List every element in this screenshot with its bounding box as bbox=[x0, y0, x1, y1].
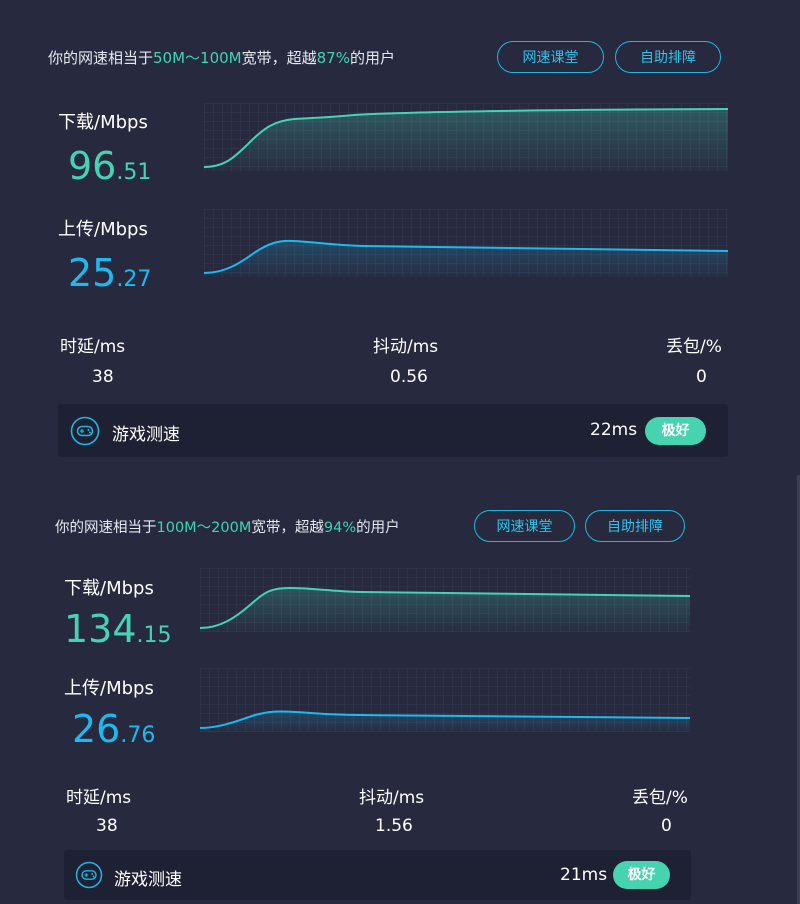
download-label: 下载/Mbps bbox=[64, 578, 154, 599]
speed-headline: 你的网速相当于50M～100M宽带，超越87%的用户 bbox=[48, 47, 395, 68]
game-speed-title: 游戏测速 bbox=[114, 870, 182, 890]
download-chart-line bbox=[200, 586, 690, 629]
download-speed-dec: .15 bbox=[136, 623, 172, 648]
jitter-value: 0.56 bbox=[390, 367, 428, 387]
scrollbar[interactable] bbox=[797, 475, 800, 904]
jitter-label: 抖动/ms bbox=[373, 337, 439, 357]
download-speed: 96.51 bbox=[68, 147, 151, 185]
speed-headline: 你的网速相当于100M～200M宽带，超越94%的用户 bbox=[55, 516, 400, 537]
percentile: 87% bbox=[316, 49, 350, 67]
game-latency: 21ms bbox=[560, 865, 608, 885]
speed-course-button[interactable]: 网速课堂 bbox=[497, 41, 604, 73]
game-speed-panel[interactable]: 游戏测速 22ms 极好 bbox=[58, 404, 728, 457]
upload-speed-dec: .27 bbox=[116, 267, 152, 292]
upload-label: 上传/Mbps bbox=[64, 678, 154, 699]
speed-course-button[interactable]: 网速课堂 bbox=[474, 510, 575, 542]
upload-label: 上传/Mbps bbox=[58, 219, 148, 240]
packet-loss-label: 丢包/% bbox=[632, 788, 688, 808]
headline-prefix: 你的网速相当于 bbox=[55, 520, 157, 536]
upload-chart-line bbox=[200, 710, 690, 729]
gamepad-icon bbox=[75, 861, 103, 889]
headline-prefix: 你的网速相当于 bbox=[48, 49, 154, 67]
latency-label: 时延/ms bbox=[60, 337, 126, 357]
troubleshoot-button[interactable]: 自助排障 bbox=[585, 510, 685, 542]
download-label: 下载/Mbps bbox=[58, 112, 148, 133]
packet-loss-value: 0 bbox=[661, 816, 672, 836]
jitter-label: 抖动/ms bbox=[359, 788, 425, 808]
download-chart-area bbox=[200, 588, 690, 632]
download-speed-int: 96 bbox=[68, 144, 117, 188]
troubleshoot-button[interactable]: 自助排障 bbox=[615, 41, 721, 73]
packet-loss-value: 0 bbox=[696, 367, 707, 387]
upload-speed: 25.27 bbox=[68, 254, 151, 292]
percentile: 94% bbox=[323, 520, 357, 536]
upload-chart bbox=[200, 668, 690, 732]
game-speed-panel[interactable]: 游戏测速 21ms 极好 bbox=[64, 850, 691, 900]
download-speed: 134.15 bbox=[64, 610, 172, 648]
game-speed-title: 游戏测速 bbox=[112, 425, 180, 445]
headline-mid: 宽带，超越 bbox=[251, 520, 324, 536]
upload-speed: 26.76 bbox=[72, 710, 155, 748]
gamepad-icon bbox=[70, 416, 100, 446]
headline-suffix: 的用户 bbox=[349, 49, 395, 67]
jitter-value: 1.56 bbox=[375, 816, 413, 836]
latency-value: 38 bbox=[96, 816, 118, 836]
game-rating-badge: 极好 bbox=[613, 861, 670, 889]
download-chart bbox=[200, 568, 690, 632]
upload-speed-int: 26 bbox=[72, 707, 121, 751]
latency-label: 时延/ms bbox=[66, 788, 132, 808]
download-chart bbox=[204, 103, 728, 171]
upload-chart-line bbox=[204, 239, 728, 274]
download-speed-int: 134 bbox=[64, 607, 137, 651]
download-speed-dec: .51 bbox=[116, 160, 152, 185]
headline-mid: 宽带，超越 bbox=[241, 49, 317, 67]
bandwidth-range: 100M～200M bbox=[156, 520, 252, 536]
download-chart-area bbox=[204, 109, 728, 171]
upload-speed-dec: .76 bbox=[120, 723, 156, 748]
game-latency: 22ms bbox=[590, 420, 638, 440]
packet-loss-label: 丢包/% bbox=[666, 337, 722, 357]
upload-chart-area bbox=[200, 711, 690, 732]
bandwidth-range: 50M～100M bbox=[153, 49, 242, 67]
download-chart-line bbox=[204, 108, 728, 168]
latency-value: 38 bbox=[92, 367, 114, 387]
upload-speed-int: 25 bbox=[68, 251, 117, 295]
headline-suffix: 的用户 bbox=[356, 520, 400, 536]
game-rating-badge: 极好 bbox=[645, 417, 706, 445]
upload-chart bbox=[204, 209, 728, 277]
